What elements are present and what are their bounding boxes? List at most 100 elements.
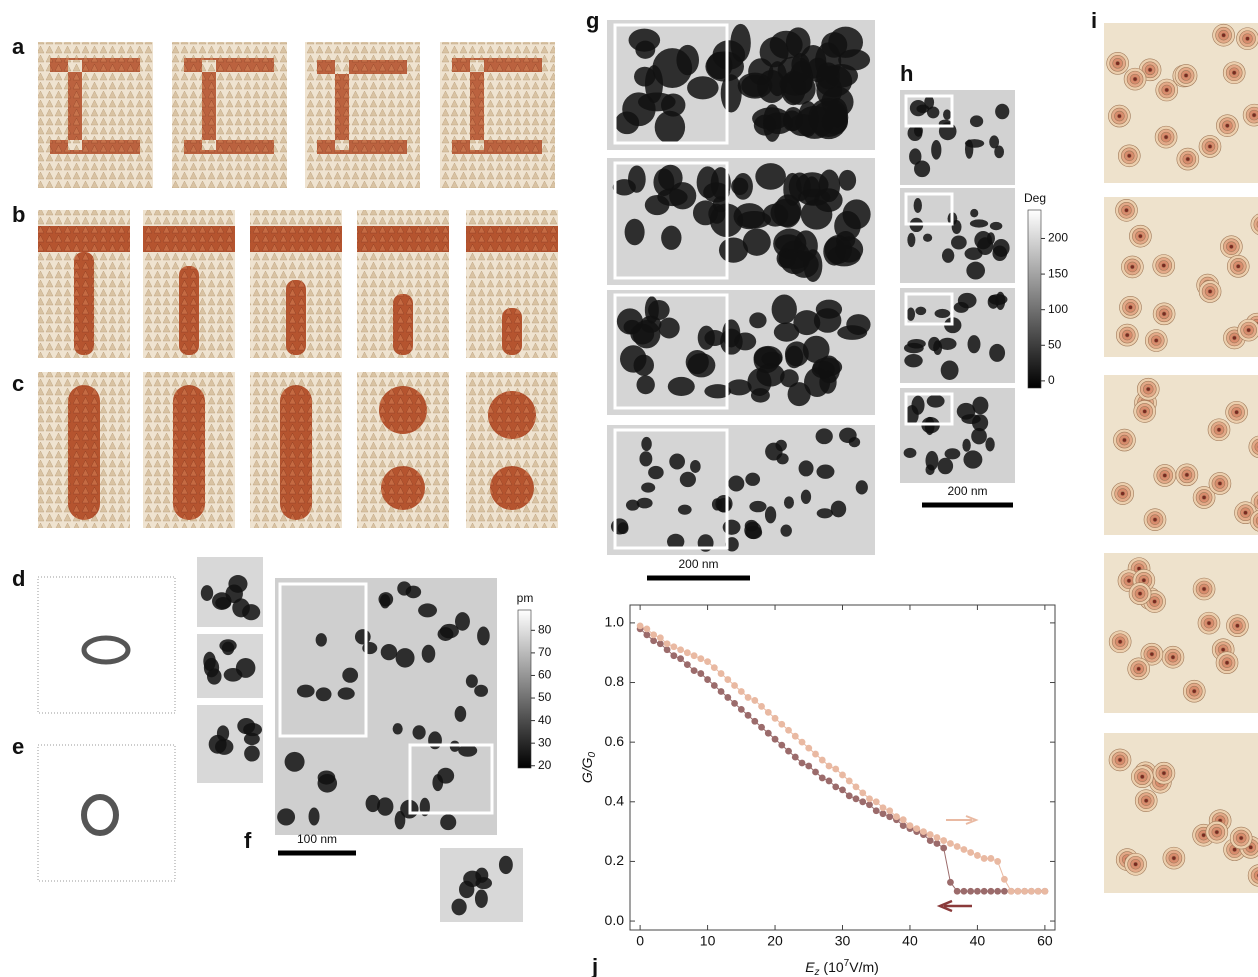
data-point <box>947 840 954 847</box>
skyrmion <box>1122 438 1126 442</box>
blob <box>309 807 320 825</box>
data-point <box>758 703 765 710</box>
skyrmion <box>1186 157 1190 161</box>
skyrmion <box>1121 492 1125 496</box>
blob <box>914 160 930 177</box>
skyrmion <box>1246 37 1250 41</box>
data-point <box>765 709 772 716</box>
blob <box>232 598 250 617</box>
blob <box>639 451 652 466</box>
skyrmion <box>1124 208 1128 212</box>
blob <box>680 472 696 487</box>
skyrmion <box>1118 758 1122 762</box>
data-point <box>684 649 691 656</box>
blob <box>784 496 794 508</box>
data-point <box>913 825 920 832</box>
blob <box>749 312 766 328</box>
fft-panel <box>38 745 175 881</box>
blob <box>915 307 926 316</box>
skyrmion <box>1137 667 1141 671</box>
blob <box>669 453 685 469</box>
data-point <box>670 643 677 650</box>
data-point <box>927 837 934 844</box>
colorbar-unit: pm <box>517 591 534 605</box>
colorbar <box>1028 210 1041 388</box>
blob <box>342 668 358 683</box>
skyrmion <box>1252 113 1256 117</box>
blob <box>974 231 992 249</box>
blob <box>904 354 922 367</box>
blob <box>413 725 426 739</box>
blob <box>801 199 833 229</box>
data-point <box>1035 888 1042 895</box>
blob <box>635 41 655 59</box>
data-point <box>711 682 718 689</box>
panel-label: d <box>12 566 25 591</box>
data-point <box>731 682 738 689</box>
blob <box>738 73 773 99</box>
blob <box>455 612 470 631</box>
blob <box>962 439 970 452</box>
skyrmion <box>1236 264 1240 268</box>
data-point <box>819 757 826 764</box>
colorbar-tick-label: 100 <box>1048 302 1068 316</box>
data-point <box>819 775 826 782</box>
colorbar-unit: Deg <box>1024 191 1046 205</box>
blob <box>788 382 811 406</box>
skyrmion-tube <box>466 226 558 252</box>
data-point <box>886 813 893 820</box>
data-point <box>704 676 711 683</box>
data-point <box>853 795 860 802</box>
skyrmion-tube <box>502 308 522 355</box>
blob <box>768 61 788 96</box>
blob <box>499 856 513 874</box>
skyrmion <box>1133 77 1137 81</box>
skyrmion <box>1233 848 1237 852</box>
image-panels <box>38 20 1258 922</box>
blob <box>659 318 680 339</box>
blob <box>989 344 1005 362</box>
data-point <box>643 625 650 632</box>
data-point <box>731 700 738 707</box>
blob <box>780 525 791 537</box>
skyrmion-tube <box>286 280 306 355</box>
data-point <box>846 792 853 799</box>
skyrmion <box>1215 830 1219 834</box>
blob <box>277 808 295 825</box>
x-tick-label: 40 <box>902 933 918 949</box>
data-point <box>967 849 974 856</box>
data-point <box>927 831 934 838</box>
blob <box>799 460 814 476</box>
data-point <box>778 742 785 749</box>
blob <box>754 115 776 136</box>
blob <box>985 437 994 451</box>
blob <box>668 377 695 396</box>
blob <box>428 731 442 749</box>
data-point <box>643 631 650 638</box>
blob <box>744 522 761 539</box>
data-point <box>873 807 880 814</box>
skyrmion <box>1235 410 1239 414</box>
data-point <box>954 843 961 850</box>
blob <box>745 473 760 486</box>
data-point <box>859 789 866 796</box>
scale-bar-label: 100 nm <box>297 832 337 846</box>
data-point <box>657 640 664 647</box>
blob <box>994 146 1004 159</box>
skyrmion <box>1202 495 1206 499</box>
data-point <box>967 888 974 895</box>
blob <box>318 770 336 784</box>
blob <box>965 247 983 260</box>
blob <box>837 325 867 340</box>
blob <box>927 395 945 408</box>
colorbar <box>518 610 531 768</box>
panel-label: b <box>12 202 25 227</box>
skyrmion <box>1127 579 1131 583</box>
data-point <box>1028 888 1035 895</box>
page: {"panel_labels":["a","b","c","d","e","f"… <box>0 0 1258 977</box>
blob <box>712 498 722 510</box>
blob <box>834 211 861 241</box>
y-axis-label-sub: 0 <box>587 751 598 757</box>
colorbar-tick-label: 60 <box>538 668 552 682</box>
skyrmion <box>1117 114 1121 118</box>
